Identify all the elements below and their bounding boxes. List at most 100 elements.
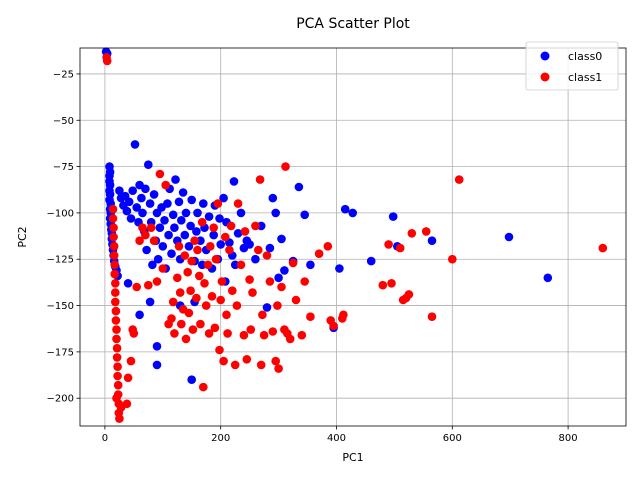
data-point-class0 [115, 186, 124, 195]
data-point-class1 [395, 243, 405, 253]
data-point-class1 [221, 232, 230, 242]
data-point-class0 [144, 160, 153, 169]
data-point-class0 [164, 230, 173, 240]
data-point-class0 [268, 193, 278, 203]
data-point-class1 [251, 221, 260, 231]
data-point-class1 [112, 325, 121, 334]
data-point-class1 [210, 323, 220, 333]
data-point-class1 [161, 180, 170, 190]
data-point-class1 [288, 258, 298, 268]
y-tick-label: −75 [53, 162, 74, 173]
data-point-class1 [113, 371, 122, 381]
data-point-class1 [209, 223, 218, 232]
chart-title: PCA Scatter Plot [296, 16, 410, 32]
data-point-class1 [177, 319, 186, 329]
data-point-class1 [111, 316, 121, 325]
data-point-class1 [223, 329, 232, 338]
data-point-class0 [149, 190, 159, 199]
legend: class0 class1 [525, 41, 619, 91]
data-point-class0 [280, 266, 289, 275]
data-point-class1 [421, 227, 431, 236]
data-point-class1 [339, 310, 348, 320]
grid-lines [80, 48, 626, 426]
data-point-class1 [297, 330, 307, 340]
data-point-class1 [206, 242, 215, 251]
y-tick-label: −100 [47, 208, 74, 219]
data-point-class0 [340, 204, 350, 214]
data-point-class1 [199, 382, 208, 392]
data-point-class1 [112, 334, 121, 344]
data-point-class1 [217, 277, 227, 286]
data-point-class1 [213, 199, 223, 208]
data-point-class1 [300, 277, 310, 286]
data-point-class1 [242, 355, 252, 364]
data-point-class1 [291, 295, 301, 305]
data-point-class1 [271, 356, 281, 366]
data-point-class1 [201, 301, 211, 310]
data-point-class1 [277, 282, 286, 292]
data-point-class0 [274, 273, 283, 283]
data-point-class1 [306, 312, 315, 322]
data-point-class0 [177, 216, 186, 225]
data-point-class1 [404, 290, 414, 299]
data-point-class0 [184, 242, 194, 251]
data-point-class0 [504, 232, 514, 242]
data-point-class0 [174, 197, 184, 207]
data-point-class1 [167, 314, 176, 323]
data-point-class1 [207, 292, 217, 301]
data-point-class0 [335, 264, 344, 273]
y-axis-ticks: −200 −175 −150 −125 −100 −75 −50 −25 [47, 69, 80, 405]
data-point-class1 [108, 204, 118, 214]
data-point-class1 [262, 251, 272, 260]
data-point-class1 [135, 236, 144, 245]
data-point-class0 [219, 193, 228, 203]
legend-label-class0: class0 [568, 50, 602, 63]
data-point-class1 [123, 373, 133, 383]
data-point-class1 [195, 271, 204, 281]
data-point-class1 [109, 242, 119, 251]
data-point-class1 [110, 269, 119, 279]
data-point-class0 [178, 188, 188, 197]
data-point-class0 [141, 184, 150, 194]
data-point-class1 [152, 277, 162, 286]
data-point-class1 [215, 345, 224, 355]
legend-label-class1: class1 [568, 71, 602, 84]
x-axis-ticks: 0 200 400 600 800 [102, 426, 578, 444]
data-point-class0 [204, 212, 214, 221]
data-point-class0 [216, 240, 225, 249]
data-points [101, 47, 608, 423]
data-point-class1 [158, 264, 168, 273]
data-point-class0 [251, 254, 260, 264]
data-point-class1 [126, 356, 136, 366]
data-point-class1 [111, 306, 121, 316]
data-point-class0 [277, 234, 286, 244]
data-point-class1 [187, 256, 196, 266]
data-point-class0 [170, 223, 179, 232]
data-point-class1 [204, 329, 214, 338]
data-point-class1 [226, 221, 236, 231]
data-point-class0 [306, 260, 315, 270]
data-point-class0 [265, 243, 275, 253]
data-point-class0 [167, 249, 176, 258]
data-point-class1 [109, 232, 118, 242]
data-point-class0 [158, 242, 168, 251]
data-point-class1 [323, 242, 333, 251]
data-point-class0 [236, 208, 246, 218]
data-point-class0 [163, 199, 172, 208]
data-point-class0 [199, 199, 208, 208]
legend-marker-class0 [540, 51, 550, 61]
data-point-class1 [236, 260, 246, 270]
data-point-class0 [192, 227, 201, 236]
data-point-class1 [448, 254, 457, 264]
data-point-class1 [168, 297, 178, 307]
data-point-class1 [225, 245, 234, 255]
data-point-class1 [253, 245, 263, 255]
data-point-class1 [109, 251, 119, 260]
data-point-class1 [216, 295, 225, 305]
data-point-class1 [110, 260, 119, 270]
data-point-class1 [248, 288, 257, 297]
data-point-class1 [274, 364, 283, 373]
data-point-class1 [265, 277, 275, 286]
data-point-class0 [427, 236, 437, 245]
